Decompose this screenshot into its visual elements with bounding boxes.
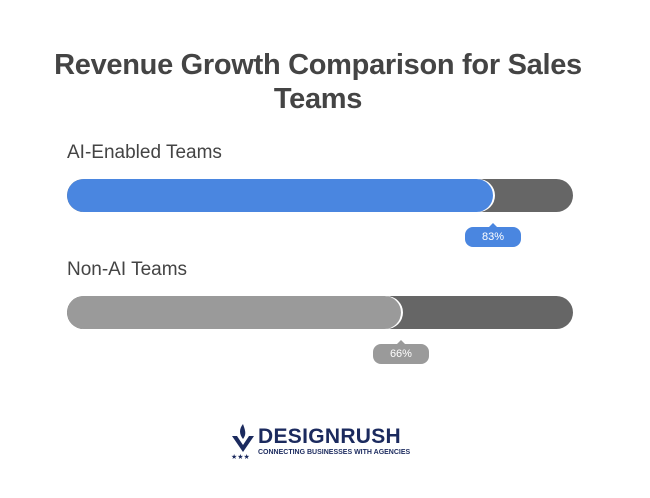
svg-text:★★★: ★★★: [231, 453, 250, 460]
value-label: 66%: [372, 340, 429, 364]
bar-fill: [67, 179, 493, 212]
bar-track: [67, 179, 573, 212]
logo-tagline: CONNECTING BUSINESSES WITH AGENCIES: [258, 449, 411, 456]
bar-track: [67, 296, 573, 329]
chart-title: Revenue Growth Comparison for Sales Team…: [54, 49, 582, 115]
logo-name: DESIGNRUSH: [258, 425, 402, 448]
value-label: 83%: [464, 223, 521, 247]
designrush-logo: ★★★ DESIGNRUSH CONNECTING BUSINESSES WIT…: [230, 422, 410, 465]
bar-fill: [67, 296, 401, 329]
category-label: Non-AI Teams: [67, 259, 188, 280]
category-label: AI-Enabled Teams: [67, 142, 222, 163]
designrush-emblem-icon: ★★★: [231, 424, 254, 461]
